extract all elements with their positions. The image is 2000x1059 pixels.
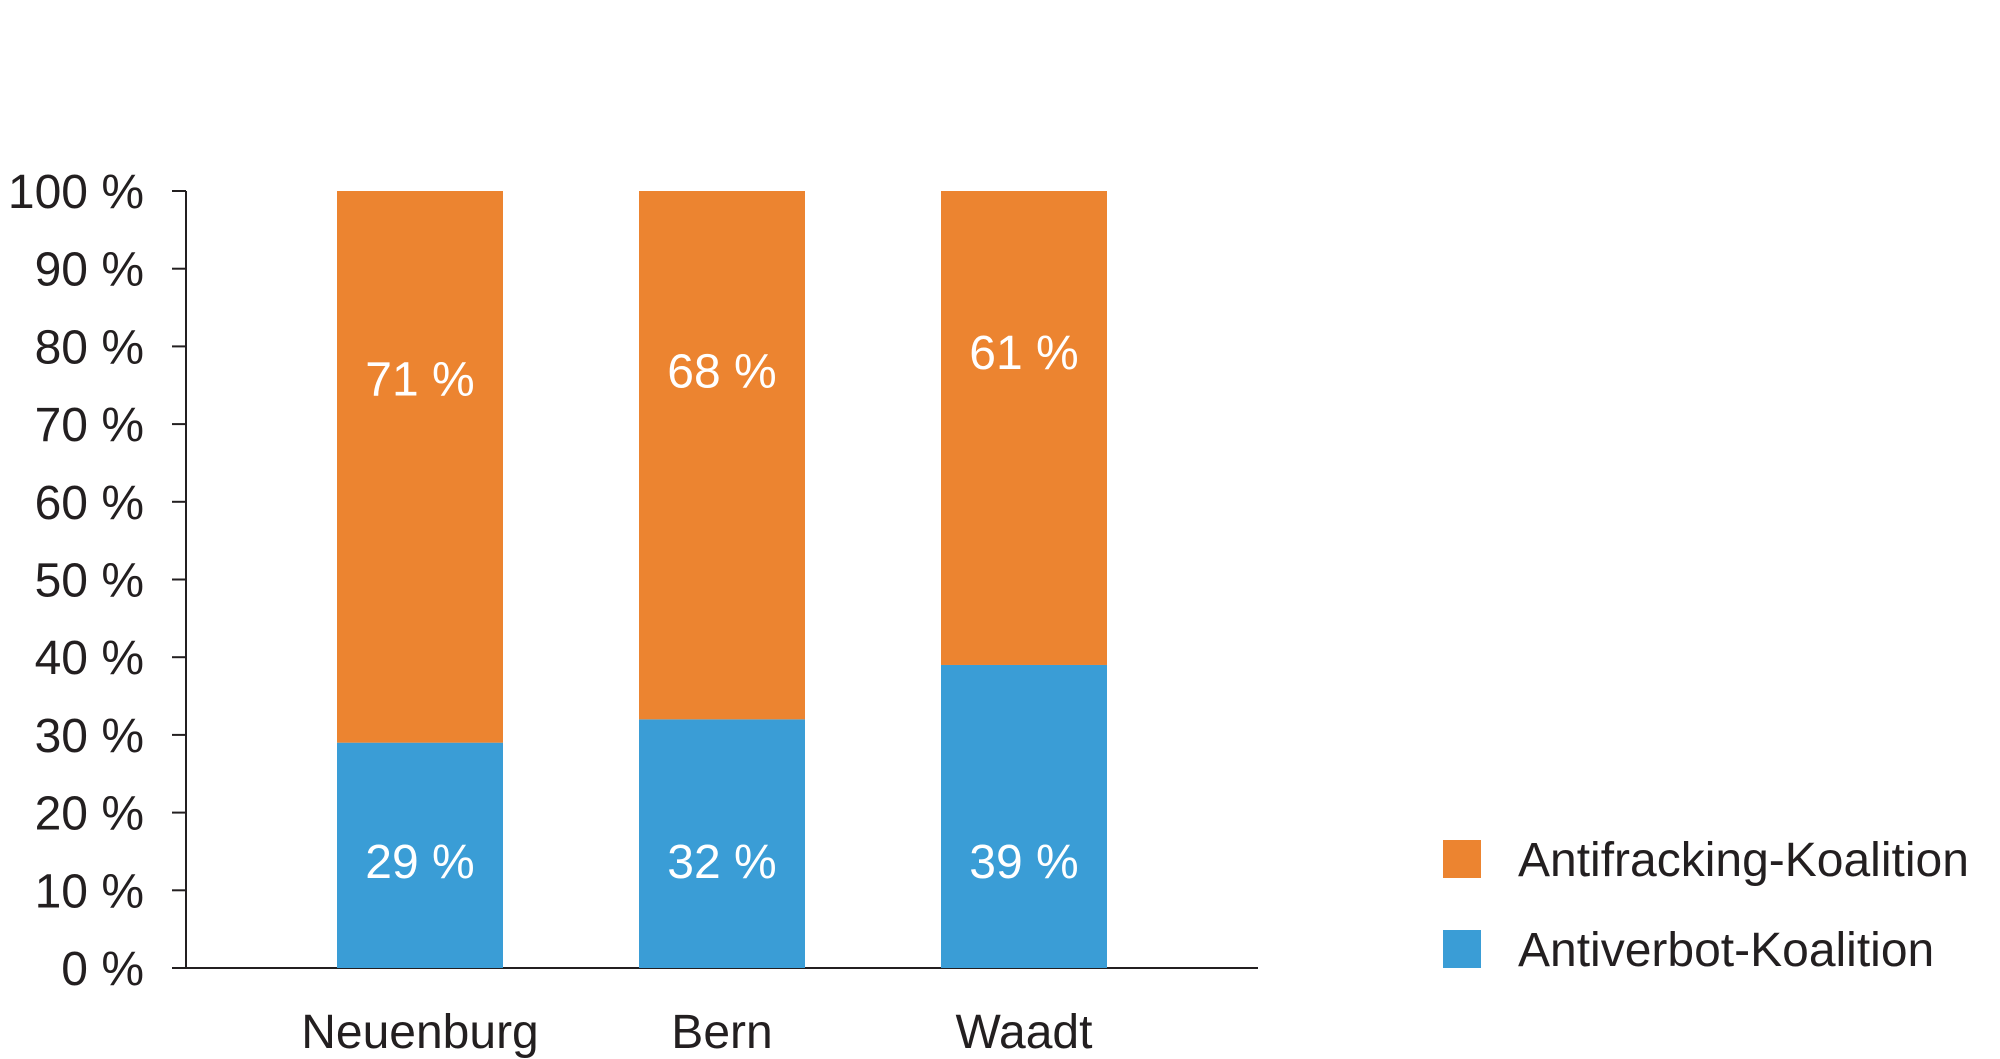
legend: Antifracking-Koalition Antiverbot-Koaliti… <box>1443 834 1969 977</box>
data-label: 68 % <box>667 346 776 399</box>
bar-segment <box>337 191 503 743</box>
y-tick-label: 0 % <box>61 943 144 996</box>
y-tick-label: 20 % <box>35 788 144 841</box>
y-tick-label: 100 % <box>8 166 144 219</box>
legend-swatch <box>1443 930 1481 968</box>
bar-segment <box>941 664 1107 968</box>
y-tick-label: 70 % <box>35 399 144 452</box>
legend-label: Antiverbot-Koalition <box>1518 924 1934 977</box>
bar-segment <box>639 719 805 968</box>
bars <box>337 191 1107 968</box>
category-label: Waadt <box>956 1006 1093 1059</box>
legend-label: Antifracking-Koalition <box>1518 834 1969 887</box>
labels: 29 % 71 % Neuenburg 32 % 68 % Bern 39 % 61 % Waa… <box>301 327 1092 1059</box>
y-tick-label: 90 % <box>35 244 144 297</box>
y-tick-label: 80 % <box>35 321 144 374</box>
y-tick-label: 40 % <box>35 632 144 685</box>
bar-segment <box>337 742 503 968</box>
data-label: 71 % <box>365 354 474 407</box>
category-label: Neuenburg <box>301 1006 539 1059</box>
category-label: Bern <box>671 1006 772 1059</box>
y-tick-label: 60 % <box>35 477 144 530</box>
axes: 0 % 10 % 20 % 30 % 40 % 50 % 60 % 70 % 80 % 90 % 1… <box>8 166 1258 996</box>
bar-segment <box>941 191 1107 665</box>
y-tick-label: 10 % <box>35 865 144 918</box>
bar-segment <box>639 191 805 720</box>
y-tick-label: 30 % <box>35 710 144 763</box>
data-label: 39 % <box>969 836 1078 889</box>
data-label: 61 % <box>969 327 1078 380</box>
y-tick-label: 50 % <box>35 555 144 608</box>
legend-swatch <box>1443 840 1481 878</box>
data-label: 29 % <box>365 836 474 889</box>
data-label: 32 % <box>667 836 776 889</box>
